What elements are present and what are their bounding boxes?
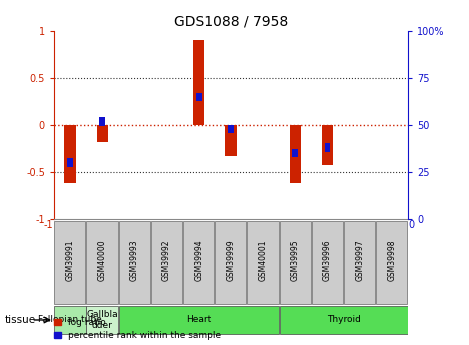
FancyBboxPatch shape [280, 221, 311, 305]
Legend: log ratio, percentile rank within the sample: log ratio, percentile rank within the sa… [54, 318, 221, 341]
Text: Fallopian tube: Fallopian tube [38, 315, 102, 325]
Bar [293, 149, 298, 158]
Bar [196, 92, 202, 101]
Bar [225, 125, 237, 156]
FancyBboxPatch shape [215, 221, 246, 305]
Text: GSM39994: GSM39994 [194, 240, 203, 281]
FancyBboxPatch shape [54, 306, 86, 334]
Text: Heart: Heart [186, 315, 212, 325]
Text: Thyroid: Thyroid [327, 315, 361, 325]
FancyBboxPatch shape [151, 221, 182, 305]
FancyBboxPatch shape [248, 221, 279, 305]
FancyBboxPatch shape [344, 221, 375, 305]
Text: GSM39992: GSM39992 [162, 240, 171, 281]
Text: GSM39996: GSM39996 [323, 240, 332, 281]
FancyBboxPatch shape [183, 221, 214, 305]
Text: GSM39999: GSM39999 [227, 240, 235, 281]
Text: GSM40000: GSM40000 [98, 240, 107, 281]
Text: GSM39993: GSM39993 [130, 240, 139, 281]
FancyBboxPatch shape [54, 221, 85, 305]
Bar [97, 125, 108, 142]
FancyBboxPatch shape [119, 306, 279, 334]
FancyBboxPatch shape [312, 221, 343, 305]
Text: -1: -1 [44, 220, 53, 230]
Text: GSM39991: GSM39991 [66, 240, 75, 281]
Title: GDS1088 / 7958: GDS1088 / 7958 [174, 14, 288, 29]
FancyBboxPatch shape [280, 306, 408, 334]
FancyBboxPatch shape [86, 221, 118, 305]
FancyBboxPatch shape [119, 221, 150, 305]
Bar [64, 125, 76, 183]
Text: 0: 0 [408, 220, 415, 230]
FancyBboxPatch shape [86, 306, 118, 334]
Bar [193, 40, 204, 125]
Text: GSM39997: GSM39997 [355, 240, 364, 281]
Text: GSM39995: GSM39995 [291, 240, 300, 281]
Text: GSM39998: GSM39998 [387, 240, 396, 281]
Bar [67, 158, 73, 167]
Bar [325, 144, 331, 152]
Bar [99, 117, 105, 126]
Text: GSM40001: GSM40001 [259, 240, 268, 281]
Bar [322, 125, 333, 165]
Bar [228, 125, 234, 133]
Text: Gallbla
dder: Gallbla dder [86, 310, 118, 330]
FancyBboxPatch shape [376, 221, 408, 305]
Bar [290, 125, 301, 183]
Text: tissue: tissue [5, 315, 36, 325]
